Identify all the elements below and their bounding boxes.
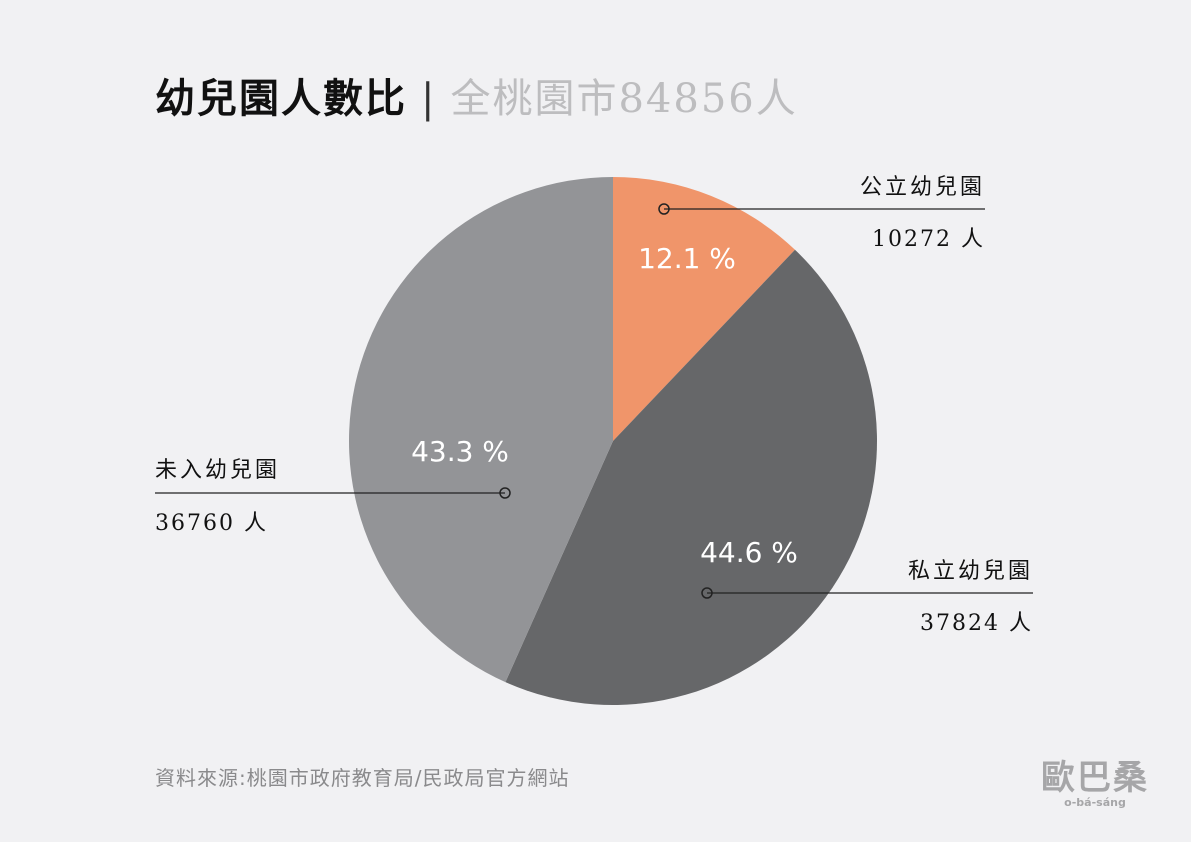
percent-label: 12.1 % (638, 242, 736, 275)
pie-slice-1 (613, 177, 795, 441)
title-subtitle: 全桃園市84856人 (450, 76, 798, 122)
pie-slice-2 (505, 249, 878, 706)
percent-label: 43.3 % (411, 435, 509, 468)
count-label: 10272 人 (872, 227, 985, 252)
title-separator: | (421, 76, 437, 122)
chart-title: 幼兒園人數比 | 全桃園市84856人 (155, 66, 798, 124)
leader-dot (658, 203, 670, 215)
category-label: 公立幼兒園 (860, 175, 985, 200)
category-label: 私立幼兒園 (908, 559, 1033, 584)
count-label: 37824 人 (920, 611, 1033, 636)
pie-slice-3 (348, 177, 613, 683)
percent-label: 44.6 % (700, 536, 798, 569)
logo: 歐巴桑 o-bá-sáng (1030, 760, 1160, 809)
leader-dot (499, 487, 511, 499)
leader-dot (701, 587, 713, 599)
logo-romanization: o-bá-sáng (1064, 796, 1126, 809)
category-label: 未入幼兒園 (155, 458, 280, 483)
source-note: 資料來源:桃園市政府教育局/民政局官方網站 (155, 766, 570, 790)
count-label: 36760 人 (155, 511, 268, 536)
title-main: 幼兒園人數比 (155, 75, 407, 122)
logo-mark: 歐巴桑 (1041, 758, 1149, 798)
